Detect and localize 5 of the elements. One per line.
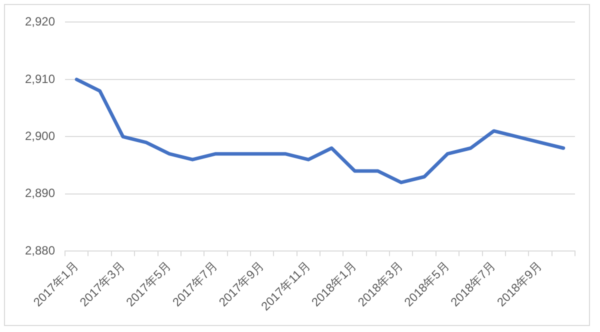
y-tick-label: 2,920 xyxy=(25,14,56,29)
y-tick-label: 2,910 xyxy=(25,72,56,86)
y-tick-label: 2,890 xyxy=(25,186,56,200)
y-tick-label: 2,880 xyxy=(25,243,56,258)
y-tick-label: 2,900 xyxy=(25,128,56,143)
